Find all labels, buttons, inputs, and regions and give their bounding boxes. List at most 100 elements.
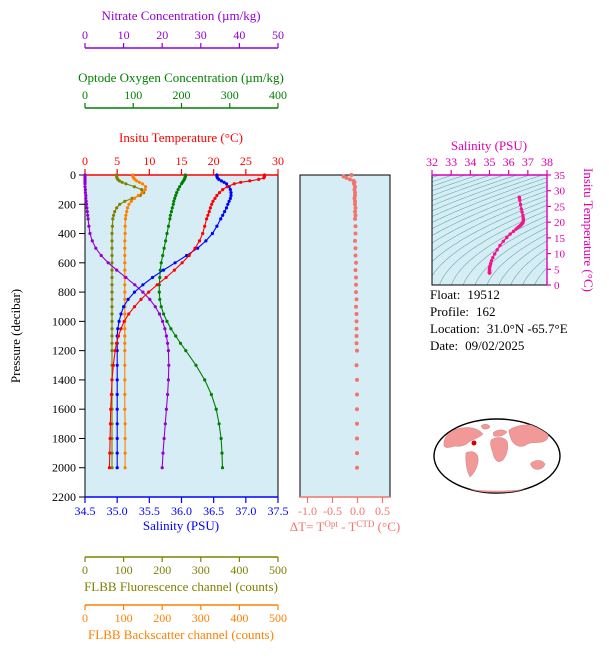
delta-t-title-post: (°C) [374,519,400,534]
data-point [354,319,359,324]
data-point [110,246,114,250]
data-point [115,268,119,272]
data-point [229,191,233,195]
data-point [193,246,197,250]
fluorescence-tick-label: 300 [192,563,210,577]
density-contour-line [432,186,547,236]
float-info: Float: 19512 Profile: 162 Location: 31.0°N … [430,287,568,353]
data-point [164,407,168,411]
map-land-africa [490,437,508,462]
ts-salinity-tick-label: 33 [445,155,457,169]
pressure-tick-label: 1000 [52,314,76,328]
data-point [224,206,229,210]
map-land-south-america [465,451,479,478]
delta-t-plot-background [300,175,390,497]
density-contour-line [462,221,547,285]
data-point [147,290,151,294]
data-point [108,451,112,455]
data-point [123,451,127,455]
data-point [109,392,113,397]
density-contour-line [486,233,547,285]
data-point [110,297,114,301]
fluorescence-axis-title: FLBB Fluorescence channel (counts) [84,579,278,594]
data-point [185,253,189,258]
data-point [501,239,505,243]
data-point [353,253,358,258]
data-point [353,213,358,218]
data-point [344,175,349,180]
delta-t-tick-label: -1.0 [298,504,317,518]
data-point [120,180,124,184]
data-point [353,205,358,210]
data-point [85,206,89,210]
data-point [219,179,223,183]
pressure-tick-label: 2200 [52,490,76,504]
data-point [106,261,110,265]
data-point [99,253,103,258]
data-point [353,268,358,273]
data-point [168,217,172,221]
data-point [109,407,113,411]
data-point [164,275,168,280]
data-point [162,312,166,316]
pressure-tick-label: 0 [70,168,76,182]
ts-diagram-panel: 32 33 34 35 36 37 38 0 5 10 15 20 25 30 35 [426,155,566,292]
data-point [354,275,358,280]
density-contour-line [432,175,530,212]
pressure-tick-label: 1600 [52,402,76,416]
data-point [161,451,165,455]
data-point [123,363,127,367]
data-point [248,179,252,183]
data-point [83,188,87,192]
data-point [133,283,137,287]
data-point [113,210,117,214]
nitrate-axis-title: Nitrate Concentration (µm/kg) [101,8,260,23]
data-point [123,217,128,221]
data-point [508,232,512,236]
data-point [164,239,168,243]
data-point [354,304,358,309]
data-point [115,392,119,397]
delta-t-panel: -1.0 -0.5 0.0 0.5 [298,173,391,518]
data-point [127,202,131,206]
data-point [178,185,182,189]
temperature-tick-label: 25 [240,154,252,168]
ts-salinity-tick-label: 34 [464,155,476,169]
data-point [115,422,119,426]
ts-temperature-tick-label: 25 [554,201,566,213]
data-point [498,243,502,248]
data-point [166,378,170,382]
data-point [214,407,218,411]
data-point [217,191,222,195]
data-point [124,213,128,217]
nitrate-tick-label: 0 [82,28,88,42]
data-point [144,185,148,189]
data-point [215,224,219,228]
salinity-tick-label: 36.0 [171,504,192,518]
oxygen-tick-label: 400 [269,88,287,102]
data-point [157,290,161,294]
data-point [491,256,495,260]
data-point [123,231,127,236]
data-point [117,319,121,323]
data-point [84,196,88,200]
data-point [110,275,114,280]
data-point [123,312,127,316]
data-point [124,275,128,280]
density-contour-line [432,175,453,183]
data-point [122,305,126,309]
data-point [353,199,357,204]
data-point [119,312,123,316]
data-point [110,349,114,353]
data-point [123,199,127,203]
data-point [178,341,183,345]
data-point [157,312,162,316]
data-point [90,239,94,243]
data-point [108,436,112,441]
data-point [118,202,122,206]
data-point [83,182,87,186]
density-contour-line [432,175,479,192]
data-point [228,188,232,192]
